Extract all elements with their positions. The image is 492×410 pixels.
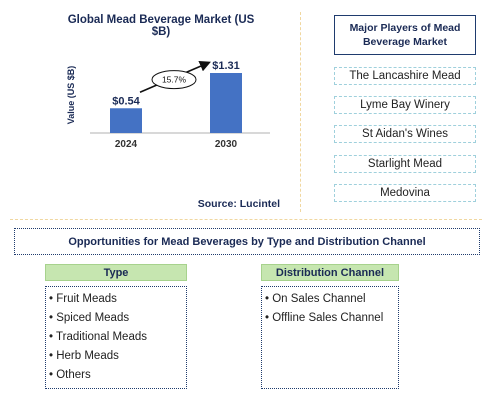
opportunities-title: Opportunities for Mead Beverages by Type… bbox=[14, 228, 480, 255]
list-item: • Herb Meads bbox=[49, 350, 119, 362]
player-item: Lyme Bay Winery bbox=[334, 96, 476, 114]
source-label: Source: Lucintel bbox=[197, 198, 280, 210]
list-item: • Fruit Meads bbox=[49, 293, 117, 305]
list-item: • Spiced Meads bbox=[49, 312, 130, 324]
data-label: $0.54 bbox=[112, 95, 140, 107]
bar bbox=[210, 73, 242, 133]
cagr-label: 15.7% bbox=[162, 75, 187, 85]
vertical-separator bbox=[300, 12, 301, 212]
y-axis-label: Value (US $B) bbox=[66, 66, 76, 125]
list-item: • Offline Sales Channel bbox=[265, 312, 384, 324]
bar bbox=[110, 108, 142, 133]
players-title: Major Players of Mead Beverage Market bbox=[334, 15, 476, 55]
type-list: • Fruit Meads • Spiced Meads • Tradition… bbox=[45, 286, 187, 389]
player-item: Starlight Mead bbox=[334, 155, 476, 173]
data-label: $1.31 bbox=[212, 60, 240, 72]
player-item: Medovina bbox=[334, 184, 476, 202]
horizontal-separator bbox=[10, 219, 482, 220]
player-item: St Aidan's Wines bbox=[334, 125, 476, 143]
player-item: The Lancashire Mead bbox=[334, 67, 476, 85]
type-heading: Type bbox=[45, 264, 187, 281]
x-tick-label: 2024 bbox=[115, 139, 138, 150]
x-tick-label: 2030 bbox=[215, 139, 238, 150]
chart-title: Global Mead Beverage Market (US $B) bbox=[67, 14, 255, 38]
list-item: • On Sales Channel bbox=[265, 293, 366, 305]
list-item: • Traditional Meads bbox=[49, 331, 147, 343]
channel-heading: Distribution Channel bbox=[261, 264, 399, 281]
channel-list: • On Sales Channel • Offline Sales Chann… bbox=[261, 286, 399, 389]
cagr-bubble bbox=[151, 70, 197, 90]
bar-chart: Value (US $B) $0.54 2024 $1.31 2030 15.7% bbox=[66, 60, 270, 150]
list-item: • Others bbox=[49, 369, 91, 381]
